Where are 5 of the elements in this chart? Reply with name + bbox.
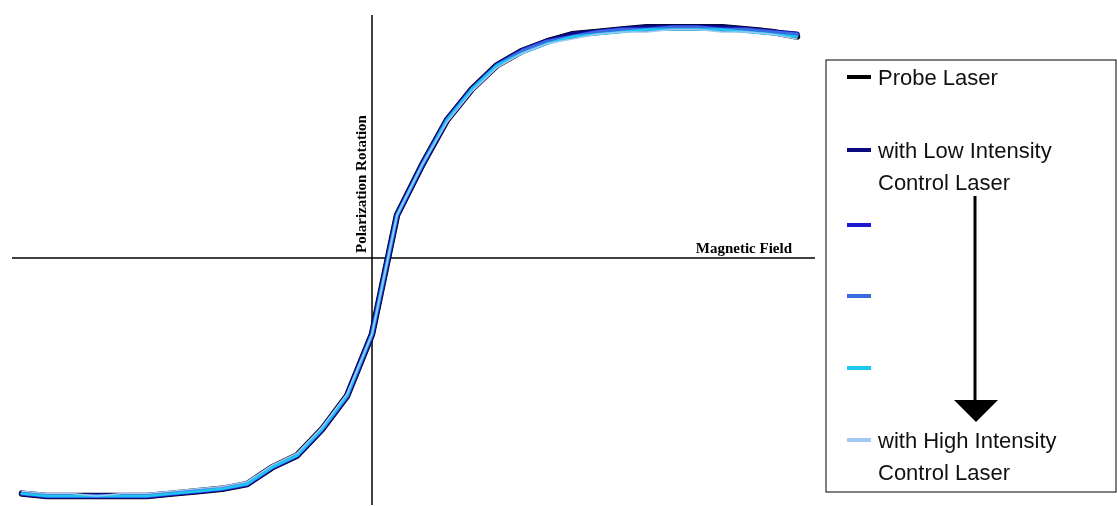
x-axis-title: Magnetic Field: [695, 240, 793, 256]
legend-label: with Low Intensity Control Laser: [877, 138, 1052, 195]
legend-label: with High Intensity Control Laser: [877, 428, 1057, 485]
y-axis-title: Polarization Rotation: [353, 114, 369, 253]
legend-label: Probe Laser: [878, 65, 998, 90]
